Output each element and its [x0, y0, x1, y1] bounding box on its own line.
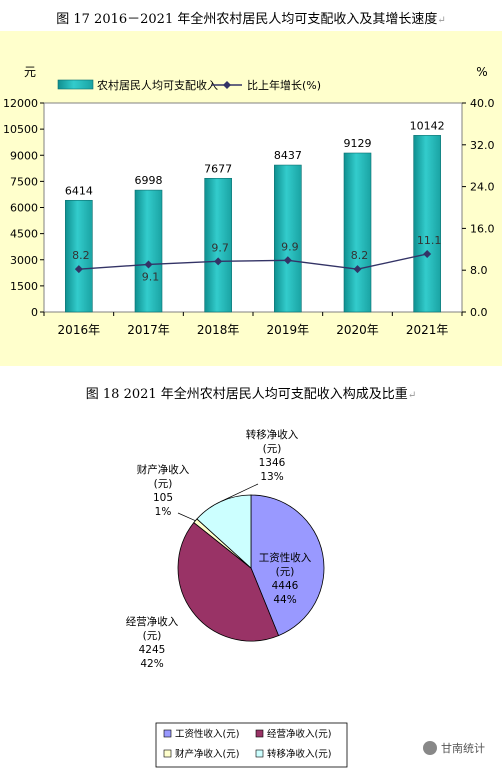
figure2-caption-text: 图 18 2021 年全州农村居民人均可支配收入构成及比重: [85, 387, 408, 402]
growth-label: 8.2: [351, 249, 369, 262]
pie-leader-line: [177, 512, 196, 522]
legend-bar-label: 农村居民人均可支配收入: [97, 78, 218, 92]
legend-bar-swatch: [57, 79, 94, 90]
growth-label: 8.2: [72, 249, 90, 262]
pie-legend-label: 财产净收入(元): [175, 748, 239, 760]
paragraph-mark-icon: ↵: [437, 15, 446, 26]
pie-slice-label: 转移净收入: [246, 428, 299, 441]
income-bar-label: 6414: [65, 184, 93, 197]
pie-leader-line: [221, 483, 259, 502]
x-axis-tick-label: 2021年: [406, 323, 449, 337]
paragraph-mark-icon: ↵: [407, 390, 417, 401]
pie-legend-label: 转移净收入(元): [267, 748, 331, 760]
pie-legend-box: [155, 722, 348, 768]
left-axis-tick-label: 1500: [10, 280, 38, 293]
pie-slice-label: (元): [143, 630, 162, 642]
pie-slice: [250, 494, 325, 637]
pie-slice-label: 42%: [140, 658, 163, 670]
growth-point: [144, 260, 153, 269]
growth-point: [283, 256, 292, 265]
legend-line-label: 比上年增长(%): [247, 78, 321, 92]
pie-slice-label: 13%: [260, 471, 283, 483]
watermark-text: 甘南统计: [441, 742, 485, 755]
legend-line-marker: [223, 81, 231, 89]
right-axis-unit: %: [476, 65, 487, 79]
x-axis-tick-label: 2018年: [197, 323, 240, 337]
income-bar-line-chart: 0 1500 3000 4500 6000 7500 9000 10500 12000 0.0 8.…: [3, 65, 495, 337]
x-axis-tick-label: 2020年: [336, 323, 379, 337]
figure1-caption-text: 图 17 2016－2021 年全州农村居民人均可支配收入及其增长速度: [56, 12, 438, 27]
left-axis-tick-label: 10500: [3, 123, 38, 136]
income-bar: [134, 189, 163, 313]
income-bar: [413, 135, 441, 313]
income-bar-label: 9129: [344, 137, 372, 150]
pie-legend-swatch: [163, 729, 172, 738]
pie-legend-swatch: [255, 729, 264, 738]
right-axis-tick-label: 24.0: [470, 181, 495, 194]
pie-slice-label: (元): [263, 443, 282, 455]
pie-slice-label: (元): [276, 566, 295, 578]
growth-label: 9.9: [281, 240, 299, 253]
right-axis-tick-label: 0.0: [470, 306, 488, 319]
pie-legend-swatch: [255, 749, 264, 758]
pie-slice-label: (元): [154, 478, 173, 490]
figure2-caption: 图 18 2021 年全州农村居民人均可支配收入构成及比重↵: [0, 383, 502, 402]
pie-legend-swatch: [163, 749, 172, 758]
pie-legend-label: 经营净收入(元): [267, 728, 331, 740]
income-bar: [274, 164, 302, 313]
pie-slice-label: 105: [153, 492, 173, 504]
watermark: 甘南统计: [423, 740, 485, 756]
right-axis-tick-label: 16.0: [470, 222, 495, 235]
growth-point: [423, 250, 432, 259]
pie-slice-label: 1%: [155, 506, 172, 518]
pie-slice-label: 4446: [272, 580, 299, 592]
left-axis-tick-label: 9000: [10, 149, 38, 162]
pie-slice-label: 44%: [273, 594, 296, 606]
wechat-icon: [423, 741, 437, 755]
income-bar: [343, 152, 372, 313]
left-axis-tick-label: 4500: [10, 228, 38, 241]
growth-label: 9.7: [211, 241, 229, 254]
income-composition-pie: 工资性收入(元)444644%经营净收入(元)424542%财产净收入(元)10…: [126, 428, 348, 768]
pie-slice-label: 财产净收入: [137, 463, 190, 476]
pie-slice: [196, 494, 252, 569]
growth-point: [74, 265, 83, 274]
income-bar-label: 7677: [204, 162, 232, 175]
left-axis-unit: 元: [24, 65, 36, 79]
right-axis-tick-label: 32.0: [470, 139, 495, 152]
x-axis-tick-label: 2016年: [58, 323, 101, 337]
pie-legend-label: 工资性收入(元): [175, 728, 239, 740]
left-axis-tick-label: 7500: [10, 175, 38, 188]
pie-slice-label: 经营净收入: [126, 615, 179, 628]
income-bar-label: 10142: [410, 119, 445, 132]
growth-point: [214, 257, 223, 266]
pie-slice-label: 工资性收入: [259, 551, 312, 564]
income-chart-panel: 0 1500 3000 4500 6000 7500 9000 10500 12000 0.0 8.…: [0, 31, 502, 366]
left-axis-tick-label: 0: [31, 306, 38, 319]
left-axis-tick-label: 6000: [10, 202, 38, 215]
x-axis-tick-label: 2019年: [267, 323, 310, 337]
income-bar: [204, 177, 232, 313]
pie-slice: [177, 521, 280, 642]
left-axis-tick-label: 12000: [3, 97, 38, 110]
x-axis-tick-label: 2017年: [127, 323, 170, 337]
growth-line: [78, 253, 428, 270]
income-composition-panel: 工资性收入 (元) 4446 44% 经营净收入 (元) 4245 42% 财产净收入 (元) 10…: [0, 405, 502, 773]
left-axis-tick-label: 3000: [10, 254, 38, 267]
plot-area: [43, 102, 463, 313]
growth-label: 11.1: [417, 234, 442, 247]
pie-slice-label: 1346: [259, 457, 286, 469]
right-axis-tick-label: 40.0: [470, 97, 495, 110]
growth-point: [353, 265, 362, 274]
income-bar: [65, 199, 93, 313]
pie-slice-label: 4245: [139, 644, 166, 656]
figure1-caption: 图 17 2016－2021 年全州农村居民人均可支配收入及其增长速度↵: [0, 8, 502, 27]
right-axis-tick-label: 8.0: [470, 264, 488, 277]
income-bar-label: 8437: [274, 149, 302, 162]
income-bar-label: 6998: [135, 174, 163, 187]
growth-label: 9.1: [142, 270, 160, 283]
